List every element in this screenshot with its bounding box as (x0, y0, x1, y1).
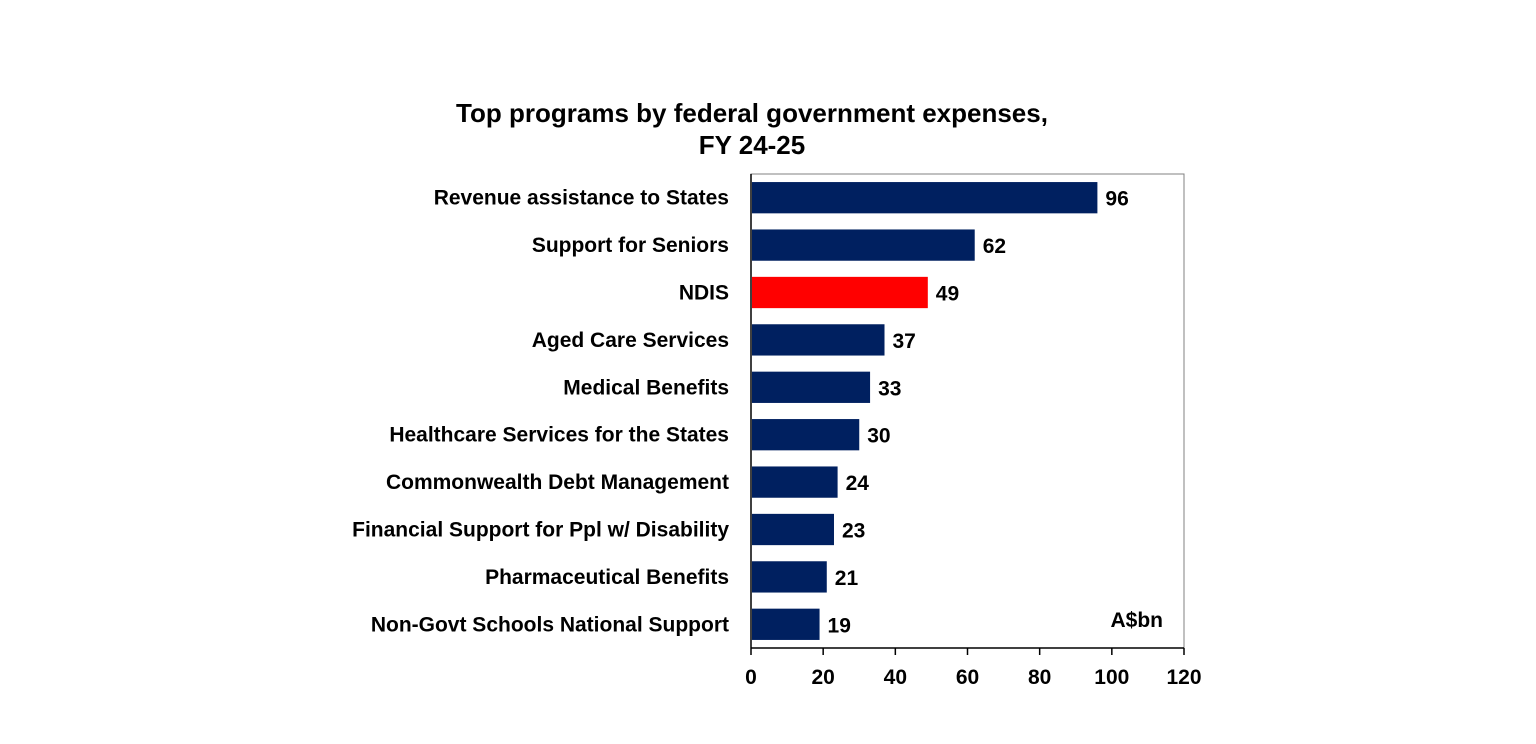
bar-healthcare-services-for-the-states (752, 419, 860, 451)
category-label-commonwealth-debt-management: Commonwealth Debt Management (386, 471, 729, 494)
category-label-healthcare-services-for-the-states: Healthcare Services for the States (389, 424, 729, 447)
bar-commonwealth-debt-management (752, 466, 838, 498)
chart-title-line-1: Top programs by federal government expen… (456, 98, 1048, 128)
x-axis: 0 20 40 60 80 100 120 (745, 174, 1202, 689)
category-label-medical-benefits: Medical Benefits (563, 376, 729, 399)
category-labels: Revenue assistance to States Support for … (352, 187, 729, 637)
value-label-financial-support-for-ppl-w-disability: 23 (842, 520, 865, 543)
bar-non-govt-schools-national-support (752, 608, 820, 640)
category-label-support-for-seniors: Support for Seniors (532, 234, 729, 257)
value-label-ndis: 49 (936, 283, 959, 306)
value-label-pharmaceutical-benefits: 21 (835, 567, 859, 590)
value-label-support-for-seniors: 62 (983, 235, 1006, 258)
chart-title: Top programs by federal government expen… (456, 98, 1048, 160)
category-label-aged-care-services: Aged Care Services (532, 329, 729, 352)
x-tick-label-120: 120 (1166, 666, 1201, 689)
unit-label: A$bn (1111, 609, 1164, 632)
category-label-revenue-assistance-to-states: Revenue assistance to States (434, 187, 729, 210)
value-label-non-govt-schools-national-support: 19 (828, 614, 851, 637)
value-label-aged-care-services: 37 (893, 330, 916, 353)
value-label-commonwealth-debt-management: 24 (846, 472, 870, 495)
category-label-pharmaceutical-benefits: Pharmaceutical Benefits (485, 566, 729, 589)
x-tick-label-20: 20 (811, 666, 834, 689)
bars (752, 182, 1098, 640)
value-label-medical-benefits: 33 (878, 377, 901, 400)
chart-title-line-2: FY 24-25 (699, 130, 805, 160)
x-tick-label-80: 80 (1028, 666, 1051, 689)
x-tick-label-60: 60 (956, 666, 979, 689)
value-label-revenue-assistance-to-states: 96 (1105, 188, 1128, 211)
x-tick-label-0: 0 (745, 666, 757, 689)
value-labels: 96 62 49 37 33 30 24 23 21 19 (828, 188, 1129, 638)
category-label-non-govt-schools-national-support: Non-Govt Schools National Support (371, 613, 729, 636)
bar-ndis (752, 276, 928, 309)
bar-aged-care-services (752, 324, 885, 356)
category-label-ndis: NDIS (679, 282, 729, 305)
value-label-healthcare-services-for-the-states: 30 (867, 425, 890, 448)
bar-pharmaceutical-benefits (752, 561, 827, 593)
x-tick-label-40: 40 (884, 666, 907, 689)
bar-support-for-seniors (752, 229, 975, 261)
bar-financial-support-for-ppl-w-disability (752, 513, 834, 546)
x-tick-label-100: 100 (1094, 666, 1129, 689)
bar-medical-benefits (752, 371, 871, 403)
bar-revenue-assistance-to-states (752, 182, 1098, 214)
category-label-financial-support-for-ppl-w-disability: Financial Support for Ppl w/ Disability (352, 519, 729, 542)
